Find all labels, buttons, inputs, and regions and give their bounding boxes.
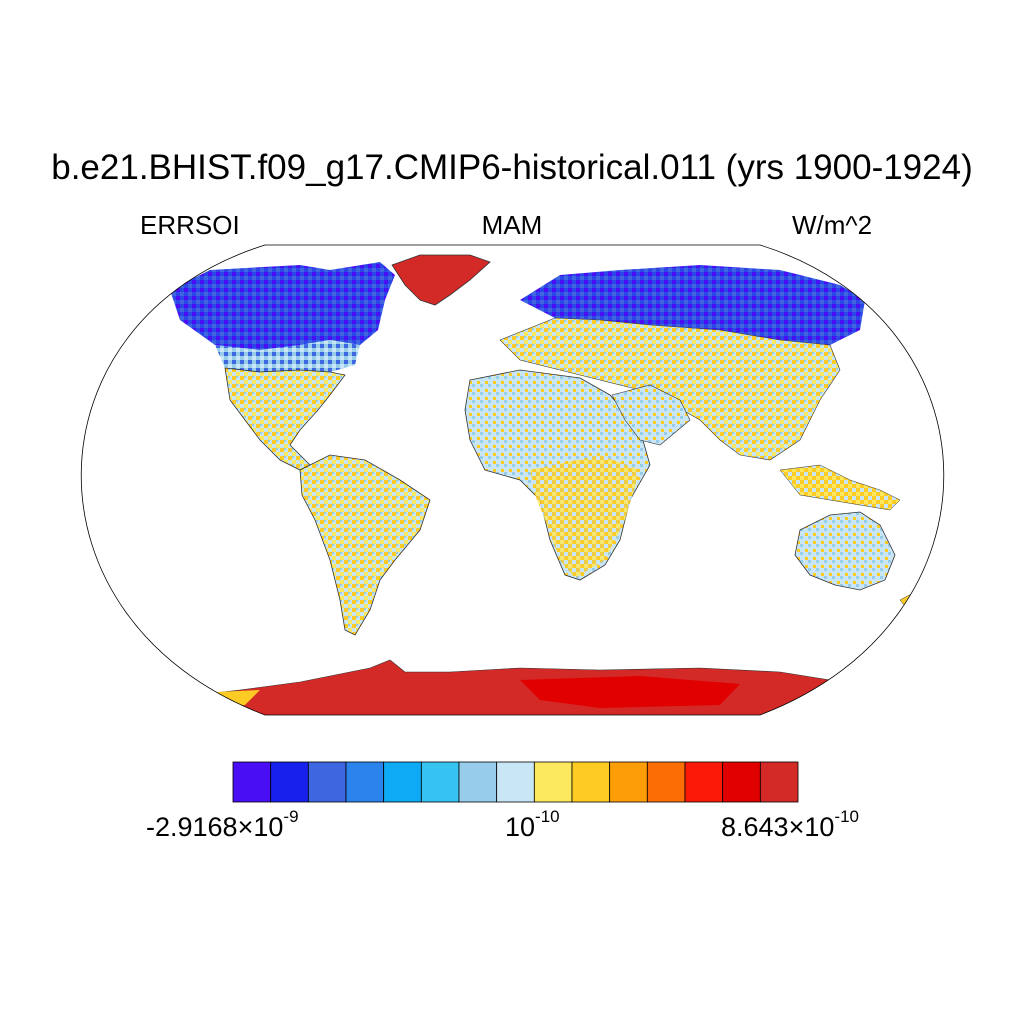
colorbar-swatch [458, 761, 498, 803]
north-america-transition [215, 340, 360, 372]
eurasia-cold [520, 265, 865, 345]
australia [794, 511, 896, 591]
colorbar-swatch [646, 761, 686, 803]
north-america-cold [170, 262, 395, 350]
colorbar-swatch [232, 761, 272, 803]
colorbar-swatch [571, 761, 611, 803]
greenland [391, 254, 491, 306]
season-label: MAM [481, 210, 543, 240]
colorbar-swatch [496, 761, 535, 803]
globe-outline [80, 244, 945, 716]
colorbar-swatch [270, 761, 309, 803]
colorbar-swatch [533, 761, 573, 803]
north-america-south [224, 367, 346, 471]
eurasia-mid [499, 317, 841, 461]
maritime-continent [779, 464, 901, 511]
colorbar-swatch [383, 761, 422, 803]
colorbar-swatch [759, 761, 799, 803]
antarctica-dark-core [520, 676, 740, 708]
colorbar-swatch [307, 761, 347, 803]
colorbar-mid-label: 10-10 [505, 807, 560, 842]
south-america [299, 454, 431, 636]
africa-south-warm [530, 455, 640, 578]
antarctica [149, 659, 901, 715]
arabian-peninsula [611, 384, 691, 446]
map-title: b.e21.BHIST.f09_g17.CMIP6-historical.011… [51, 148, 973, 187]
colorbar-swatch [345, 761, 385, 803]
variable-label: ERRSOI [140, 210, 240, 240]
colorbar-swatch [722, 761, 761, 803]
colorbar-swatch [609, 761, 648, 803]
colorbar-swatch [420, 761, 460, 803]
colorbar-min-label: -2.9168×10-9 [146, 807, 299, 842]
colorbar-max-label: 8.643×10-10 [721, 807, 859, 842]
colorbar-swatch [684, 761, 724, 803]
units-label: W/m^2 [792, 210, 873, 240]
